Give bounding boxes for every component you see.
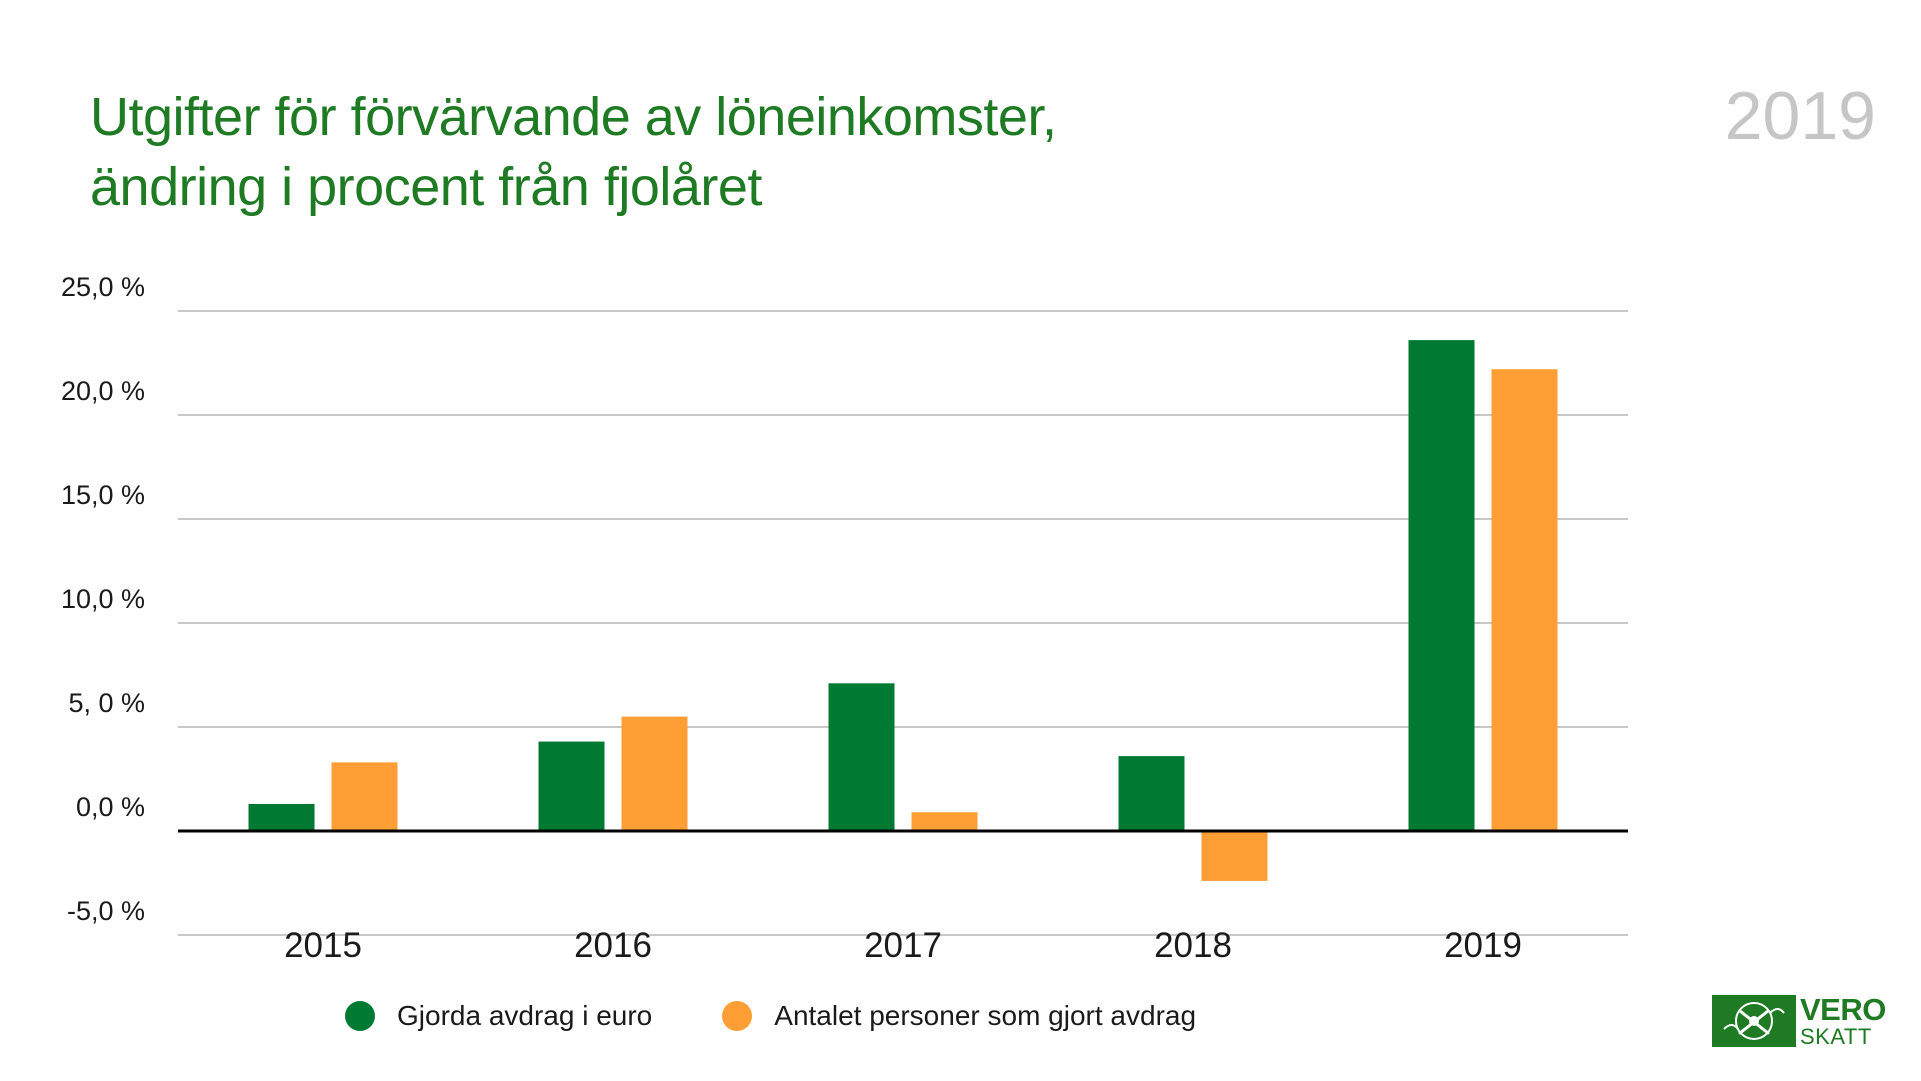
legend-item-persons: Antalet personer som gjort avdrag (722, 1000, 1196, 1032)
legend-label-euro: Gjorda avdrag i euro (397, 1000, 653, 1031)
x-tick-label-2016: 2016 (574, 926, 652, 965)
bar-2019-series0 (1408, 340, 1475, 831)
x-tick-labels: 2015 2016 2017 2018 2019 (284, 926, 1522, 965)
bar-2018-series0 (1118, 756, 1185, 831)
grid-layer (178, 310, 1628, 936)
legend: Gjorda avdrag i euro Antalet personer so… (345, 1000, 1196, 1032)
y-tick-label-1: 20,0 % (61, 376, 145, 406)
y-tick-label-5: 0,0 % (76, 792, 145, 822)
chart-title: Utgifter för förvärvande av löneinkomste… (90, 82, 1057, 222)
year-badge: 2019 (1724, 78, 1876, 154)
legend-swatch-orange-icon (722, 1001, 753, 1031)
bar-2019-series1 (1491, 369, 1558, 831)
legend-swatch-green-icon (345, 1001, 375, 1031)
x-tick-label-2017: 2017 (864, 926, 942, 965)
chart-title-line2: ändring i procent från fjolåret (90, 157, 762, 217)
legend-item-euro: Gjorda avdrag i euro (345, 1000, 652, 1032)
bar-2015-series0 (248, 803, 315, 831)
y-tick-label-2: 15,0 % (61, 480, 145, 510)
bar-2017-series0 (828, 683, 895, 831)
bar-2018-series1 (1201, 831, 1268, 881)
tax-emblem-icon (1712, 995, 1796, 1047)
bar-2017-series1 (911, 812, 978, 831)
vero-skatt-logo: VERO SKATT (1712, 992, 1886, 1049)
x-tick-label-2018: 2018 (1154, 926, 1232, 965)
y-tick-label-6: -5,0 % (67, 896, 145, 926)
y-tick-label-4: 5, 0 % (68, 688, 145, 718)
logo-vero: VERO (1800, 992, 1886, 1027)
x-tick-label-2019: 2019 (1444, 926, 1522, 965)
bar-layer (248, 340, 1558, 881)
bar-chart: 25,0 % 20,0 % 15,0 % 10,0 % 5, 0 % 0,0 % -5,0 … (61, 272, 1628, 965)
y-tick-label-0: 25,0 % (61, 272, 145, 302)
chart-title-line1: Utgifter för förvärvande av löneinkomste… (90, 87, 1057, 147)
x-tick-label-2015: 2015 (284, 926, 362, 965)
y-tick-label-3: 10,0 % (61, 584, 145, 614)
bar-2015-series1 (331, 762, 398, 831)
legend-label-persons: Antalet personer som gjort avdrag (774, 1000, 1197, 1031)
bar-2016-series0 (538, 741, 605, 831)
logo-skatt: SKATT (1800, 1024, 1872, 1049)
y-tick-labels: 25,0 % 20,0 % 15,0 % 10,0 % 5, 0 % 0,0 % -5,0 … (61, 272, 145, 926)
bar-2016-series1 (621, 716, 688, 831)
